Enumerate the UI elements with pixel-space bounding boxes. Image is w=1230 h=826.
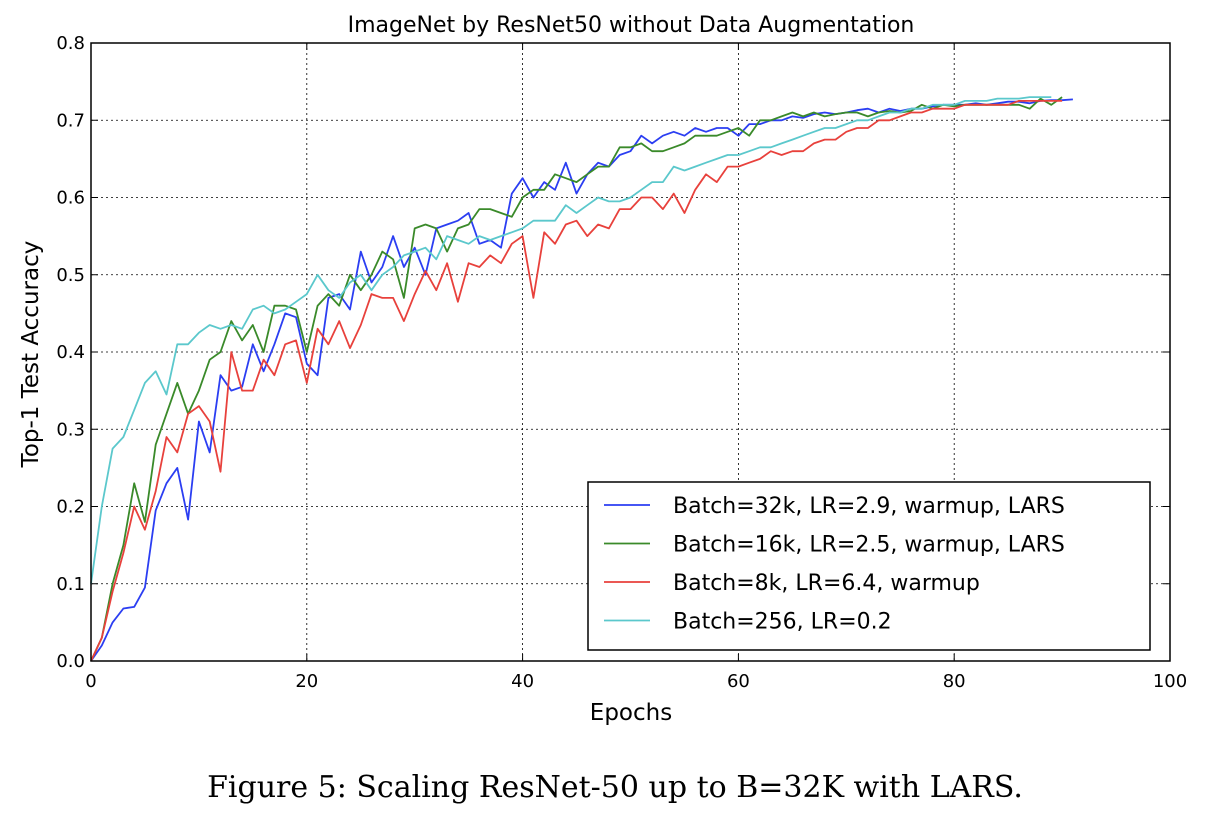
figure-caption: Figure 5: Scaling ResNet-50 up to B=32K …: [207, 770, 1023, 805]
legend-label-1: Batch=32k, LR=2.9, warmup, LARS: [673, 494, 1065, 519]
series-line-3: [90, 100, 1063, 662]
x-tick-label: 100: [1153, 671, 1187, 692]
x-tick-label: 60: [727, 671, 750, 692]
series-line-4: [90, 96, 1052, 584]
y-tick-label: 0.2: [56, 497, 85, 518]
legend-label-4: Batch=256, LR=0.2: [673, 610, 892, 635]
y-tick-label: 0.7: [56, 110, 85, 131]
y-tick-label: 0.6: [56, 188, 85, 209]
y-axis-label: Top-1 Test Accuracy: [18, 241, 44, 469]
line-chart: ImageNet by ResNet50 without Data Augmen…: [18, 13, 1187, 726]
axis-ticks: 0 20 40 60 80 100 0.0 0.1 0.2 0.3 0.4 0.5 0.6 0.7 0.8: [56, 33, 1187, 692]
x-tick-label: 20: [295, 671, 318, 692]
x-axis-label: Epochs: [590, 700, 672, 726]
y-tick-label: 0.1: [56, 574, 85, 595]
legend-label-2: Batch=16k, LR=2.5, warmup, LARS: [673, 533, 1065, 558]
legend: Batch=32k, LR=2.9, warmup, LARS Batch=16k…: [587, 481, 1151, 651]
y-tick-label: 0.3: [56, 419, 85, 440]
legend-label-3: Batch=8k, LR=6.4, warmup: [673, 571, 980, 596]
series-lines: [90, 96, 1073, 662]
y-tick-label: 0.5: [56, 265, 85, 286]
legend-box: [587, 481, 1151, 651]
x-tick-label: 0: [85, 671, 96, 692]
x-tick-label: 80: [943, 671, 966, 692]
y-tick-label: 0.0: [56, 651, 85, 672]
x-tick-label: 40: [511, 671, 534, 692]
plot-area-frame: [90, 42, 1171, 662]
chart-title: ImageNet by ResNet50 without Data Augmen…: [348, 13, 915, 38]
y-tick-label: 0.4: [56, 342, 85, 363]
y-tick-label: 0.8: [56, 33, 85, 54]
